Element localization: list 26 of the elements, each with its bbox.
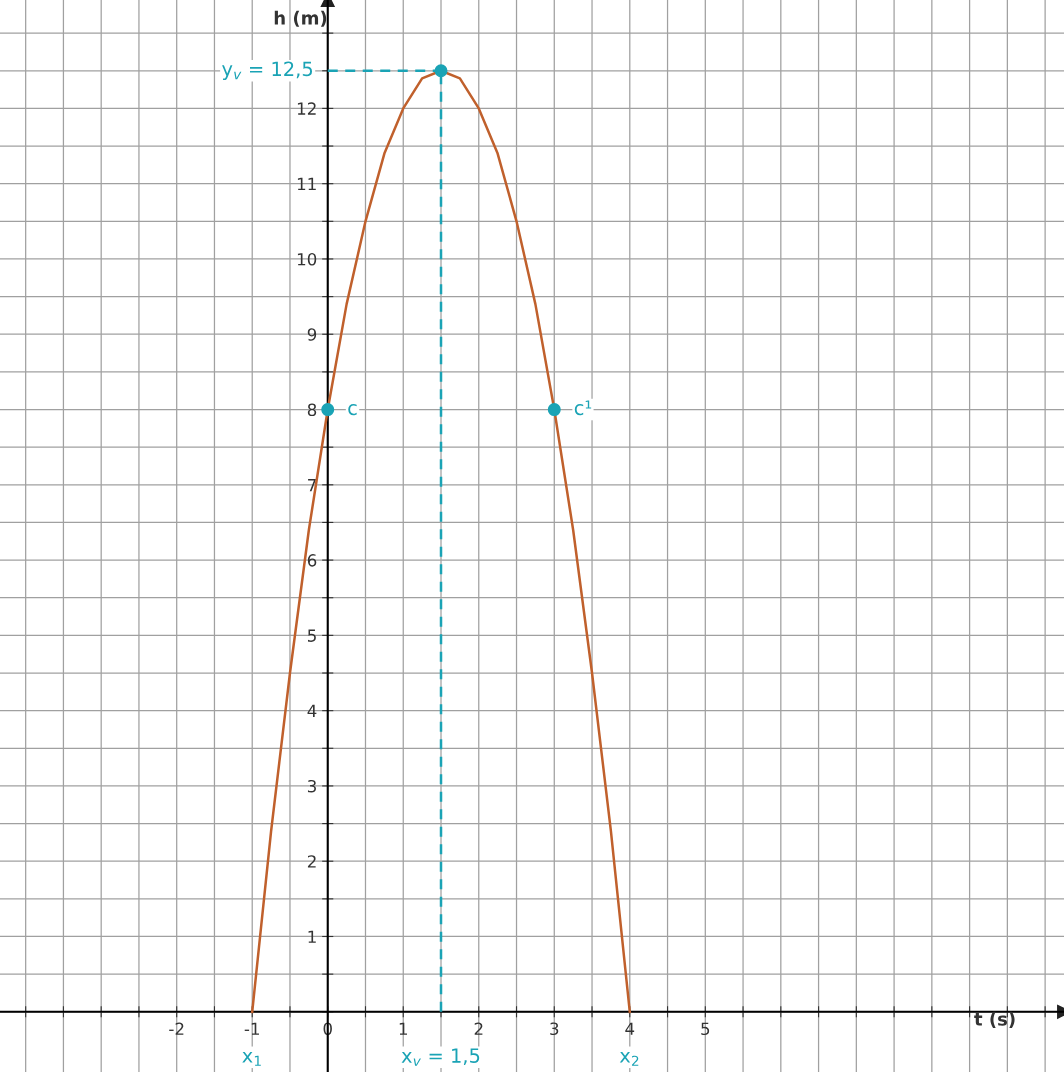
annotation: c (348, 404, 357, 416)
y-tick-label: 4 (307, 704, 317, 717)
y-tick-label: 2 (307, 855, 316, 868)
x-tick-label: 3 (550, 1022, 559, 1036)
x-axis-title: t (s) (974, 1011, 1015, 1028)
y-tick-label: 3 (307, 779, 316, 793)
x-tick-label: -2 (169, 1022, 184, 1035)
y-tick-label: 11 (297, 177, 316, 191)
y-axis-title: h (m) (274, 10, 327, 27)
annotation: c¹ (574, 400, 592, 416)
x-tick-label: 4 (625, 1022, 635, 1035)
y-tick-label: 12 (297, 102, 316, 115)
y-tick-label: 9 (307, 328, 317, 341)
x-tick-label: 1 (399, 1022, 408, 1035)
annotation: x$_{1}$ (242, 1051, 261, 1066)
annotation: y$_{v}$ = 12,5 (222, 61, 313, 80)
y-tick-label: 5 (308, 629, 316, 642)
y-tick-label: 6 (307, 554, 317, 567)
y-tick-label: 8 (307, 403, 317, 417)
y-tick-label: 1 (308, 930, 316, 943)
annotation: x$_{2}$ (619, 1051, 639, 1066)
x-tick-label: 5 (701, 1022, 710, 1036)
x-tick-label: 2 (474, 1022, 483, 1035)
x-tick-label: -1 (244, 1022, 259, 1035)
annotation: x$_{v}$ = 1,5 (401, 1048, 480, 1066)
y-tick-label: 10 (297, 252, 317, 266)
